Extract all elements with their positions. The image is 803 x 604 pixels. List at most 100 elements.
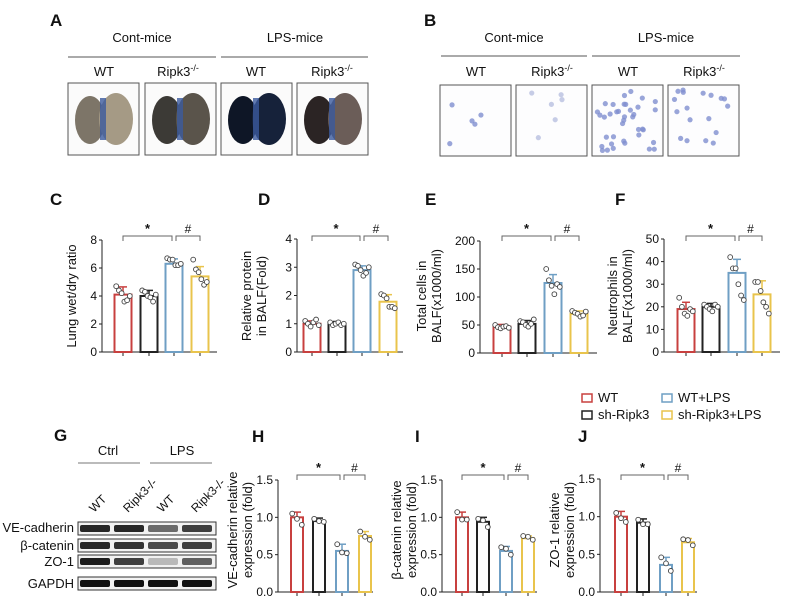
cell-micrographs [439, 84, 740, 157]
cell [529, 90, 535, 96]
significance-bracket [738, 235, 763, 241]
chart-c: 0 2 4 6 8 Lung wet/dry ratio * # [64, 221, 217, 359]
significance-bracket [122, 235, 173, 241]
data-point [307, 323, 314, 330]
data-point [551, 291, 558, 298]
group-label: LPS-mice [267, 30, 323, 45]
data-point [732, 265, 739, 272]
lung-lobe [152, 96, 182, 144]
legend-label: sh-Ripk3 [598, 407, 649, 422]
data-point [195, 269, 202, 276]
data-point [680, 536, 687, 543]
data-point [177, 260, 184, 267]
bar [681, 541, 695, 594]
data-point [142, 288, 148, 295]
blot-row [77, 521, 217, 536]
y-tick-label: 2 [285, 289, 292, 303]
cell [639, 95, 645, 101]
data-point [760, 299, 767, 306]
blot-band [182, 580, 212, 587]
blot-band [148, 525, 178, 532]
panel-label-a: A [50, 11, 62, 30]
cell [447, 141, 453, 147]
data-point [528, 321, 534, 327]
data-point [525, 533, 531, 540]
cell [604, 147, 610, 153]
cell [636, 132, 642, 138]
bar [636, 521, 650, 594]
bar [569, 312, 589, 354]
y-tick-label: 0.0 [420, 585, 437, 599]
significance-bracket [501, 235, 552, 241]
lung-lobe [228, 96, 258, 144]
data-point [124, 297, 130, 304]
data-point [484, 524, 491, 530]
y-axis-label: expression (fold) [240, 482, 255, 578]
cell [623, 101, 629, 107]
data-point [546, 277, 552, 284]
y-tick-label: 10 [646, 322, 660, 336]
legend-swatch-sh-ripk3 [581, 410, 593, 420]
lane-label: Ripk3-/- [683, 63, 725, 79]
significance-bracket [311, 235, 361, 241]
data-point [709, 308, 716, 315]
significance-bracket [343, 474, 366, 480]
y-tick-label: 1.0 [420, 510, 437, 524]
chart-h: 0.0 0.5 1.0 1.5 VE-cadherin relative expressi… [225, 460, 373, 599]
blot-row [77, 538, 217, 553]
data-point [357, 528, 364, 535]
bar [327, 322, 347, 353]
lane-label: WT [618, 64, 638, 79]
legend-swatch-wt-lps [661, 393, 673, 403]
cell-micrograph [591, 84, 664, 157]
significance-marker: * [640, 460, 646, 475]
y-tick-label: 0 [90, 345, 97, 359]
cell [651, 146, 657, 152]
blot-row [77, 554, 217, 569]
panel-label-d: D [258, 190, 270, 209]
chart-i: 0.0 0.5 1.0 1.5 β-catenin relative expression… [389, 460, 537, 599]
y-tick-label: 40 [646, 255, 660, 269]
data-point [689, 542, 696, 549]
cell [725, 103, 731, 109]
y-tick-label: 30 [646, 277, 660, 291]
data-point [454, 509, 461, 515]
cell [718, 95, 724, 101]
cell [594, 109, 601, 115]
panel-b-header: Cont-mice LPS-mice WT Ripk3-/- WT Ripk3-… [441, 30, 740, 79]
legend-label: WT [598, 390, 618, 405]
cell [635, 104, 641, 110]
y-axis-label: expression (fold) [404, 482, 419, 578]
data-point [740, 297, 747, 303]
y-tick-label: 50 [646, 232, 660, 246]
cell [684, 105, 690, 111]
significance-marker: # [515, 461, 522, 475]
cell-micrograph [667, 84, 740, 157]
legend-label: sh-Ripk3+LPS [678, 407, 762, 422]
cell [671, 96, 678, 103]
y-tick-label: 3 [285, 260, 292, 274]
blot-row-label: VE-cadherin [2, 520, 74, 535]
data-point [480, 517, 486, 524]
bar [335, 549, 349, 594]
data-point [685, 537, 691, 543]
data-point [289, 510, 296, 517]
significance-bracket [667, 474, 689, 480]
y-tick-label: 0.5 [420, 548, 437, 562]
significance-marker: * [480, 460, 486, 475]
bar [521, 537, 535, 593]
blot-row [77, 576, 217, 591]
data-point [543, 266, 550, 272]
cell [601, 114, 607, 120]
data-point [580, 312, 586, 319]
trachea [329, 98, 335, 140]
data-point [714, 303, 721, 310]
significance-marker: * [145, 221, 151, 236]
cell [614, 109, 620, 115]
data-point [765, 310, 772, 317]
data-point [357, 267, 364, 273]
data-point [113, 283, 120, 290]
blot-band [114, 580, 144, 587]
blot-band [148, 580, 178, 587]
